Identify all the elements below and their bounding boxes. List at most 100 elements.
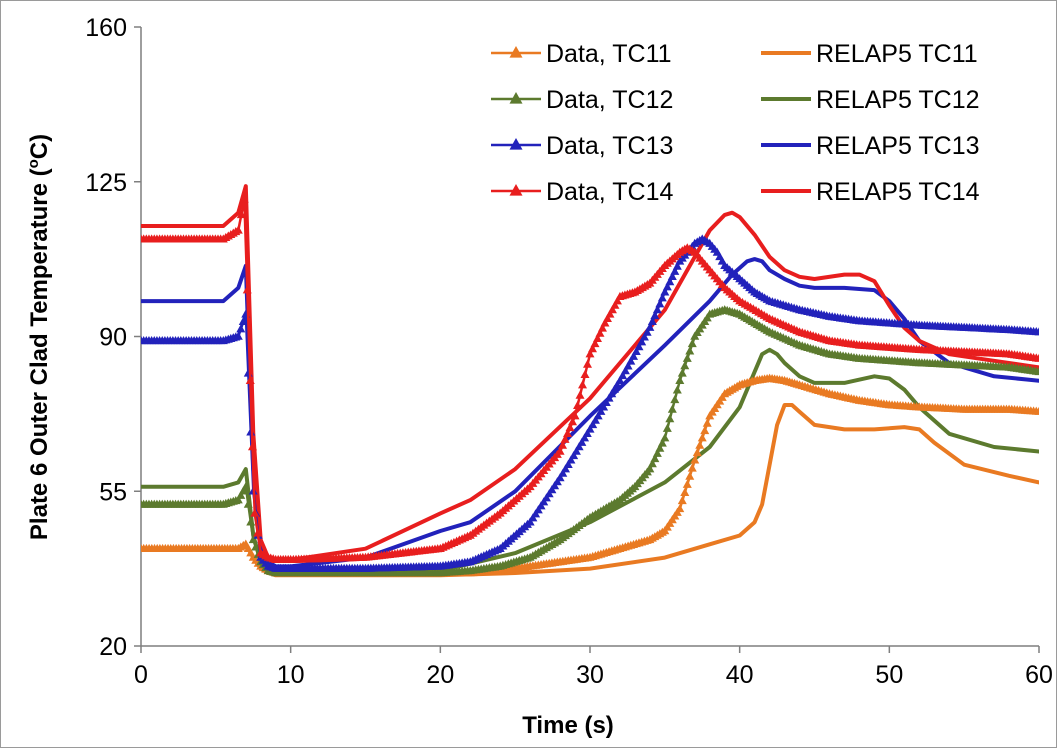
data-point-marker bbox=[675, 504, 685, 513]
data-point-marker bbox=[583, 359, 593, 368]
data-point-marker bbox=[590, 339, 600, 348]
data-point-marker bbox=[582, 428, 592, 438]
x-tick-label: 60 bbox=[1025, 661, 1053, 689]
data-point-marker bbox=[1034, 367, 1039, 376]
y-axis-title-main: Plate 6 Outer Clad Temperature ( bbox=[26, 168, 53, 540]
data-point-marker bbox=[695, 440, 705, 449]
data-point-marker bbox=[680, 487, 690, 496]
data-point-marker bbox=[566, 455, 576, 464]
data-point-marker bbox=[599, 402, 609, 411]
data-point-marker bbox=[670, 266, 680, 275]
data-point-marker bbox=[645, 322, 655, 331]
data-point-marker bbox=[618, 371, 628, 380]
data-point-marker bbox=[662, 282, 672, 291]
data-point-marker bbox=[245, 375, 255, 384]
data-point-marker bbox=[634, 342, 644, 351]
series-data-tc14 bbox=[141, 194, 1039, 564]
y-tick-label: 55 bbox=[99, 478, 127, 506]
data-point-marker bbox=[687, 463, 697, 472]
legend-marker bbox=[509, 183, 523, 196]
data-point-marker bbox=[1034, 406, 1039, 415]
y-tick-label: 125 bbox=[85, 169, 127, 197]
data-point-marker bbox=[600, 318, 610, 327]
x-tick-label: 40 bbox=[726, 661, 754, 689]
legend-item-relap5-tc13: RELAP5 TC13 bbox=[761, 132, 980, 160]
data-point-marker bbox=[647, 316, 657, 326]
y-tick-label: 160 bbox=[85, 14, 127, 42]
data-point-marker bbox=[585, 424, 595, 433]
data-point-marker bbox=[623, 361, 633, 370]
data-point-marker bbox=[665, 277, 675, 286]
data-point-marker bbox=[645, 464, 655, 473]
data-point-marker bbox=[236, 490, 246, 499]
x-tick-label: 30 bbox=[576, 661, 604, 689]
data-point-marker bbox=[571, 446, 581, 455]
data-point-marker bbox=[657, 293, 667, 302]
data-point-marker bbox=[629, 351, 639, 360]
data-point-marker bbox=[1034, 353, 1039, 362]
series-line bbox=[141, 184, 1039, 562]
data-point-marker bbox=[602, 313, 612, 323]
data-point-marker bbox=[601, 397, 611, 407]
data-point-marker bbox=[642, 327, 652, 336]
data-point-marker bbox=[660, 433, 670, 442]
data-point-marker bbox=[612, 380, 622, 389]
data-point-marker bbox=[690, 455, 700, 464]
legend-item-relap5-tc14: RELAP5 TC14 bbox=[761, 178, 980, 206]
x-tick-label: 20 bbox=[426, 661, 454, 689]
data-point-marker bbox=[595, 328, 605, 337]
data-point-marker bbox=[609, 384, 619, 393]
data-point-marker bbox=[593, 411, 603, 420]
data-point-marker bbox=[692, 448, 702, 457]
legend-label: Data, TC14 bbox=[546, 178, 673, 206]
data-point-marker bbox=[555, 473, 565, 482]
data-point-marker bbox=[233, 331, 243, 340]
series-layer bbox=[141, 184, 1039, 578]
legend-marker bbox=[509, 45, 523, 58]
data-point-marker bbox=[577, 437, 587, 446]
data-point-marker bbox=[246, 517, 256, 526]
data-point-marker bbox=[620, 366, 630, 375]
data-point-marker bbox=[236, 324, 246, 333]
data-point-marker bbox=[241, 481, 251, 491]
data-point-marker bbox=[631, 346, 641, 356]
data-point-marker bbox=[607, 305, 617, 314]
legend-item-relap5-tc11: RELAP5 TC11 bbox=[761, 40, 978, 68]
legend-item-data-tc14: Data, TC14 bbox=[491, 178, 673, 206]
data-point-marker bbox=[672, 385, 682, 394]
data-point-marker bbox=[612, 296, 622, 305]
data-point-marker bbox=[670, 395, 680, 404]
data-point-marker bbox=[568, 417, 578, 426]
data-point-marker bbox=[563, 428, 573, 438]
x-tick-label: 0 bbox=[134, 661, 148, 689]
data-point-marker bbox=[239, 194, 249, 203]
data-point-marker bbox=[1034, 327, 1039, 336]
data-point-marker bbox=[560, 434, 570, 443]
data-point-marker bbox=[248, 535, 258, 544]
legend-item-data-tc12: Data, TC12 bbox=[491, 86, 673, 114]
x-tick-label: 10 bbox=[277, 661, 305, 689]
data-point-marker bbox=[580, 369, 590, 379]
data-point-marker bbox=[597, 323, 607, 332]
data-point-marker bbox=[672, 261, 682, 270]
data-point-marker bbox=[647, 459, 657, 468]
series-relap5-tc12 bbox=[141, 347, 1039, 575]
data-point-marker bbox=[682, 479, 692, 488]
y-tick-label: 90 bbox=[99, 324, 127, 352]
legend-marker bbox=[509, 91, 523, 104]
data-point-marker bbox=[596, 406, 606, 415]
data-point-marker bbox=[655, 299, 665, 308]
data-point-marker bbox=[587, 344, 597, 353]
y-axis-title-superscript: o bbox=[25, 159, 42, 168]
data-point-marker bbox=[250, 508, 260, 517]
data-point-marker bbox=[570, 411, 580, 420]
y-tick-label: 20 bbox=[99, 633, 127, 661]
data-point-marker bbox=[243, 499, 253, 508]
data-point-marker bbox=[655, 443, 665, 452]
series-data-tc13 bbox=[141, 234, 1039, 572]
legend: Data, TC11 Data, TC12 Data, TC13 Data, TC14… bbox=[491, 40, 980, 206]
data-point-marker bbox=[578, 380, 588, 389]
legend-label: Data, TC13 bbox=[546, 132, 673, 160]
